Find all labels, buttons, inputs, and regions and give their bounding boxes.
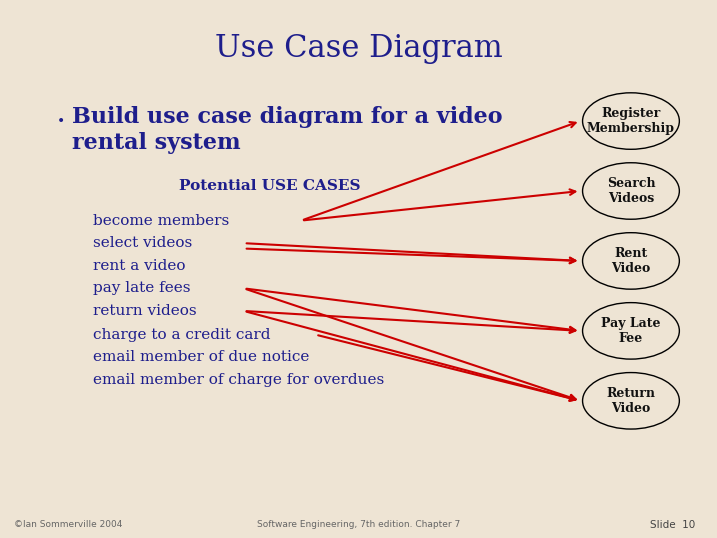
- Text: Return
Video: Return Video: [607, 387, 655, 415]
- Text: Search
Videos: Search Videos: [607, 177, 655, 205]
- Text: Rent
Video: Rent Video: [612, 247, 650, 275]
- Text: ©Ian Sommerville 2004: ©Ian Sommerville 2004: [14, 520, 123, 529]
- Text: Use Case Diagram: Use Case Diagram: [214, 33, 503, 64]
- Text: pay late fees: pay late fees: [93, 281, 191, 295]
- Ellipse shape: [582, 93, 680, 150]
- Text: rent a video: rent a video: [93, 259, 186, 273]
- Text: Register
Membership: Register Membership: [587, 107, 675, 135]
- Text: rental system: rental system: [72, 132, 240, 153]
- Ellipse shape: [582, 302, 680, 359]
- Text: return videos: return videos: [93, 304, 197, 318]
- Ellipse shape: [582, 162, 680, 220]
- Text: charge to a credit card: charge to a credit card: [93, 328, 271, 342]
- Text: select videos: select videos: [93, 236, 192, 250]
- Ellipse shape: [582, 232, 680, 289]
- Text: email member of due notice: email member of due notice: [93, 350, 310, 364]
- Text: •: •: [57, 114, 65, 128]
- Text: Software Engineering, 7th edition. Chapter 7: Software Engineering, 7th edition. Chapt…: [257, 520, 460, 529]
- Text: email member of charge for overdues: email member of charge for overdues: [93, 373, 384, 387]
- Text: Potential USE CASES: Potential USE CASES: [179, 179, 361, 193]
- Text: become members: become members: [93, 214, 229, 228]
- Text: Slide  10: Slide 10: [650, 520, 695, 529]
- Text: Pay Late
Fee: Pay Late Fee: [602, 317, 660, 345]
- Ellipse shape: [582, 372, 680, 429]
- Text: Build use case diagram for a video: Build use case diagram for a video: [72, 107, 503, 128]
